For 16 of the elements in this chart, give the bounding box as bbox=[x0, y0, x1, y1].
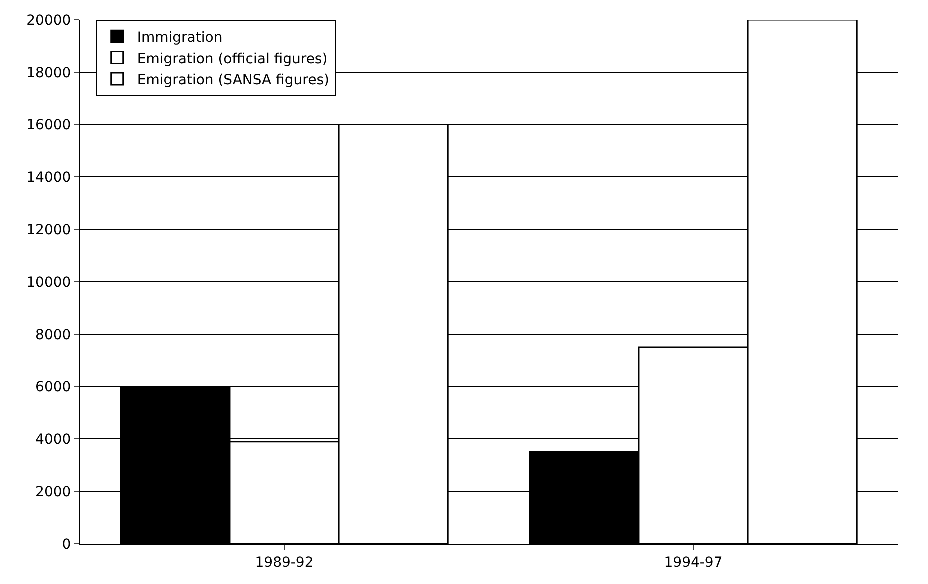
y-tick-label: 0 bbox=[62, 536, 72, 553]
legend-label: Immigration bbox=[137, 30, 223, 46]
y-tick-label: 14000 bbox=[26, 170, 72, 186]
y-tick-label: 16000 bbox=[26, 118, 72, 134]
y-tick-label: 18000 bbox=[26, 65, 72, 82]
legend-label: Emigration (SANSA figures) bbox=[137, 72, 330, 88]
x-tick-label: 1994-97 bbox=[664, 554, 723, 571]
y-tick-label: 8000 bbox=[36, 327, 72, 344]
y-tick-label: 10000 bbox=[26, 274, 72, 291]
y-tick-label: 12000 bbox=[26, 222, 72, 238]
y-tick-label: 20000 bbox=[26, 12, 72, 29]
y-tick-label: 2000 bbox=[36, 484, 72, 500]
y-tick-label: 6000 bbox=[36, 380, 72, 396]
y-tick-label: 4000 bbox=[36, 432, 72, 448]
x-tick-label: 1989-92 bbox=[255, 554, 314, 571]
legend-label: Emigration (official figures) bbox=[137, 51, 328, 68]
